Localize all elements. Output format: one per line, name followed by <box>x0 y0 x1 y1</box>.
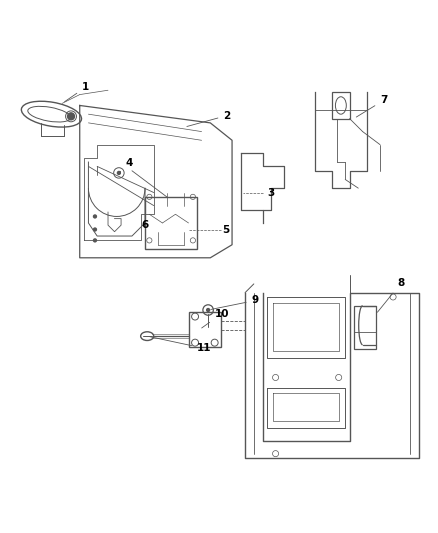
Text: 6: 6 <box>141 220 149 230</box>
Bar <box>145 197 197 249</box>
Circle shape <box>93 238 97 243</box>
Circle shape <box>93 214 97 219</box>
Text: 8: 8 <box>378 278 405 312</box>
Bar <box>354 305 376 349</box>
Text: 11: 11 <box>150 337 212 353</box>
Circle shape <box>206 308 210 312</box>
Text: 4: 4 <box>119 158 133 173</box>
Circle shape <box>93 228 97 232</box>
Circle shape <box>117 171 121 175</box>
Text: 5: 5 <box>223 224 230 235</box>
Bar <box>332 92 350 118</box>
Text: 7: 7 <box>356 95 387 117</box>
Text: 3: 3 <box>267 188 274 198</box>
Text: 10: 10 <box>201 309 229 328</box>
Text: 2: 2 <box>187 110 230 126</box>
Text: 9: 9 <box>211 295 259 310</box>
Bar <box>188 312 221 347</box>
Circle shape <box>67 113 74 120</box>
Text: 1: 1 <box>65 82 89 102</box>
